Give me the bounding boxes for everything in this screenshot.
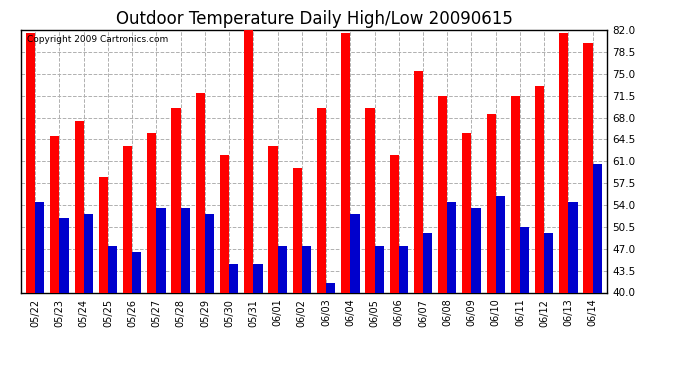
Bar — [317, 108, 326, 292]
Bar — [520, 227, 529, 292]
Bar — [438, 96, 447, 292]
Bar — [511, 96, 520, 292]
Bar — [471, 208, 481, 292]
Bar — [59, 217, 69, 292]
Bar — [132, 252, 141, 292]
Bar — [229, 264, 238, 292]
Bar — [375, 246, 384, 292]
Bar — [293, 168, 302, 292]
Bar — [75, 121, 83, 292]
Title: Outdoor Temperature Daily High/Low 20090615: Outdoor Temperature Daily High/Low 20090… — [115, 10, 513, 28]
Bar — [220, 155, 229, 292]
Bar — [99, 177, 108, 292]
Bar — [26, 33, 35, 292]
Bar — [147, 133, 157, 292]
Bar — [593, 164, 602, 292]
Bar — [569, 202, 578, 292]
Bar — [486, 114, 495, 292]
Bar — [341, 33, 351, 292]
Bar — [351, 214, 359, 292]
Bar — [50, 136, 59, 292]
Bar — [399, 246, 408, 292]
Bar — [157, 208, 166, 292]
Text: Copyright 2009 Cartronics.com: Copyright 2009 Cartronics.com — [26, 35, 168, 44]
Bar — [544, 233, 553, 292]
Bar — [326, 283, 335, 292]
Bar — [205, 214, 214, 292]
Bar — [495, 196, 505, 292]
Bar — [268, 146, 277, 292]
Bar — [302, 246, 311, 292]
Bar — [35, 202, 44, 292]
Bar — [414, 70, 423, 292]
Bar — [584, 42, 593, 292]
Bar — [196, 93, 205, 292]
Bar — [423, 233, 432, 292]
Bar — [277, 246, 287, 292]
Bar — [108, 246, 117, 292]
Bar — [559, 33, 569, 292]
Bar — [171, 108, 181, 292]
Bar — [535, 86, 544, 292]
Bar — [123, 146, 132, 292]
Bar — [390, 155, 399, 292]
Bar — [462, 133, 471, 292]
Bar — [253, 264, 263, 292]
Bar — [181, 208, 190, 292]
Bar — [244, 30, 253, 292]
Bar — [83, 214, 93, 292]
Bar — [447, 202, 457, 292]
Bar — [365, 108, 375, 292]
